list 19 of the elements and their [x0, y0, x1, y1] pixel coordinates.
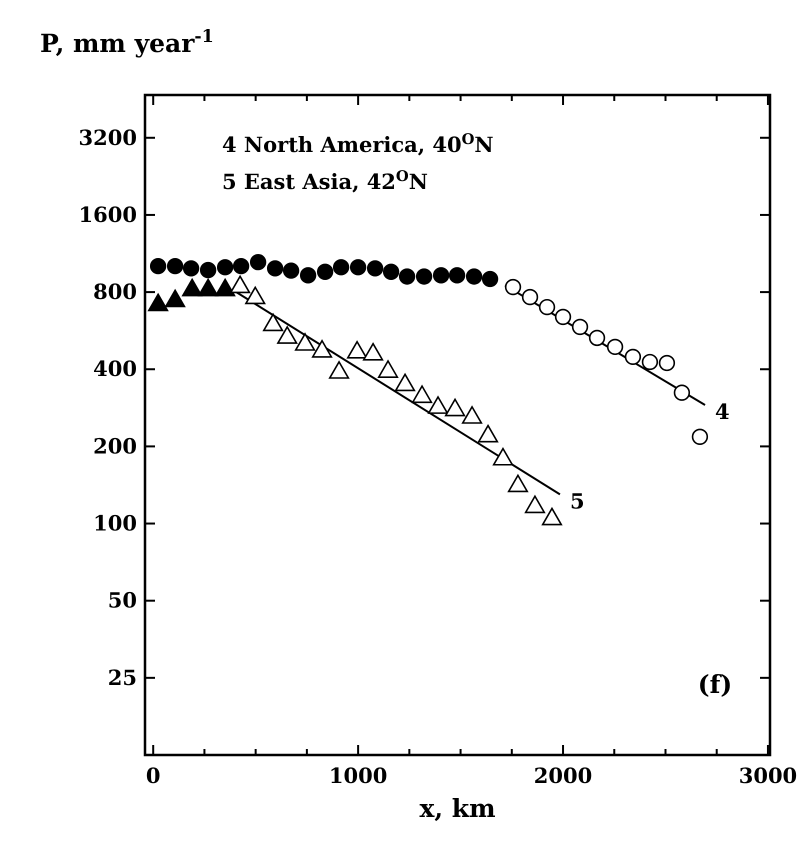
y-tick-label: 200	[93, 433, 137, 458]
y-tick-label: 1600	[78, 202, 137, 227]
y-tick-label: 100	[93, 510, 137, 536]
annotation: 5 East Asia, 42$^{O}$N	[222, 168, 428, 194]
y-tick-label: 400	[93, 356, 137, 382]
annotation: 5	[570, 488, 585, 514]
x-tick-label: 3000	[738, 763, 798, 788]
y-tick-label: 50	[108, 588, 137, 613]
x-tick-label: 2000	[534, 763, 592, 788]
x-tick-label: 0	[146, 763, 161, 788]
x-axis-title: x, km	[419, 794, 496, 823]
y-tick-label: 3200	[78, 124, 137, 150]
y-tick-label: 800	[93, 279, 137, 304]
annotation: 4	[715, 399, 730, 424]
y-axis-title: P, mm year$^{-1}$	[40, 27, 214, 58]
annotation: (f)	[698, 670, 732, 699]
annotation: 4 North America, 40$^{O}$N	[222, 130, 494, 157]
x-tick-label: 1000	[328, 763, 388, 788]
y-tick-label: 25	[108, 664, 137, 690]
